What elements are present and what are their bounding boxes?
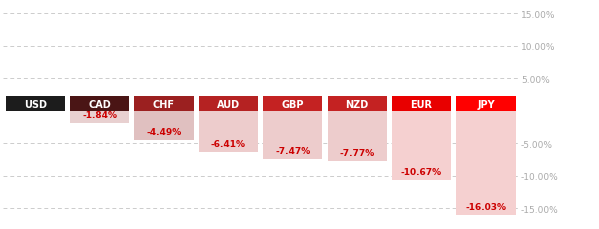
Bar	[263, 97, 322, 111]
Text: GBP: GBP	[282, 99, 304, 109]
Text: -10.67%: -10.67%	[401, 167, 442, 176]
Text: -7.77%: -7.77%	[340, 149, 375, 158]
Bar	[199, 97, 258, 111]
Bar	[392, 111, 451, 180]
Text: USD: USD	[24, 99, 47, 109]
Text: -6.41%: -6.41%	[211, 140, 246, 149]
Text: -16.03%: -16.03%	[465, 202, 506, 211]
Text: -1.84%: -1.84%	[82, 110, 117, 119]
Text: AUD: AUD	[217, 99, 240, 109]
Text: EUR: EUR	[410, 99, 432, 109]
Bar	[456, 111, 516, 215]
Text: NZD: NZD	[346, 99, 369, 109]
Text: -7.47%: -7.47%	[275, 147, 310, 156]
Bar	[456, 97, 516, 111]
Bar	[328, 97, 387, 111]
Bar	[199, 111, 258, 153]
Bar	[134, 97, 193, 111]
Text: CAD: CAD	[88, 99, 111, 109]
Bar	[328, 111, 387, 161]
Bar	[5, 97, 65, 111]
Bar	[392, 97, 451, 111]
Text: CHF: CHF	[153, 99, 175, 109]
Bar	[263, 111, 322, 160]
Bar	[70, 97, 129, 111]
Text: JPY: JPY	[477, 99, 495, 109]
Bar	[134, 111, 193, 140]
Text: -4.49%: -4.49%	[146, 128, 181, 136]
Bar	[70, 111, 129, 123]
